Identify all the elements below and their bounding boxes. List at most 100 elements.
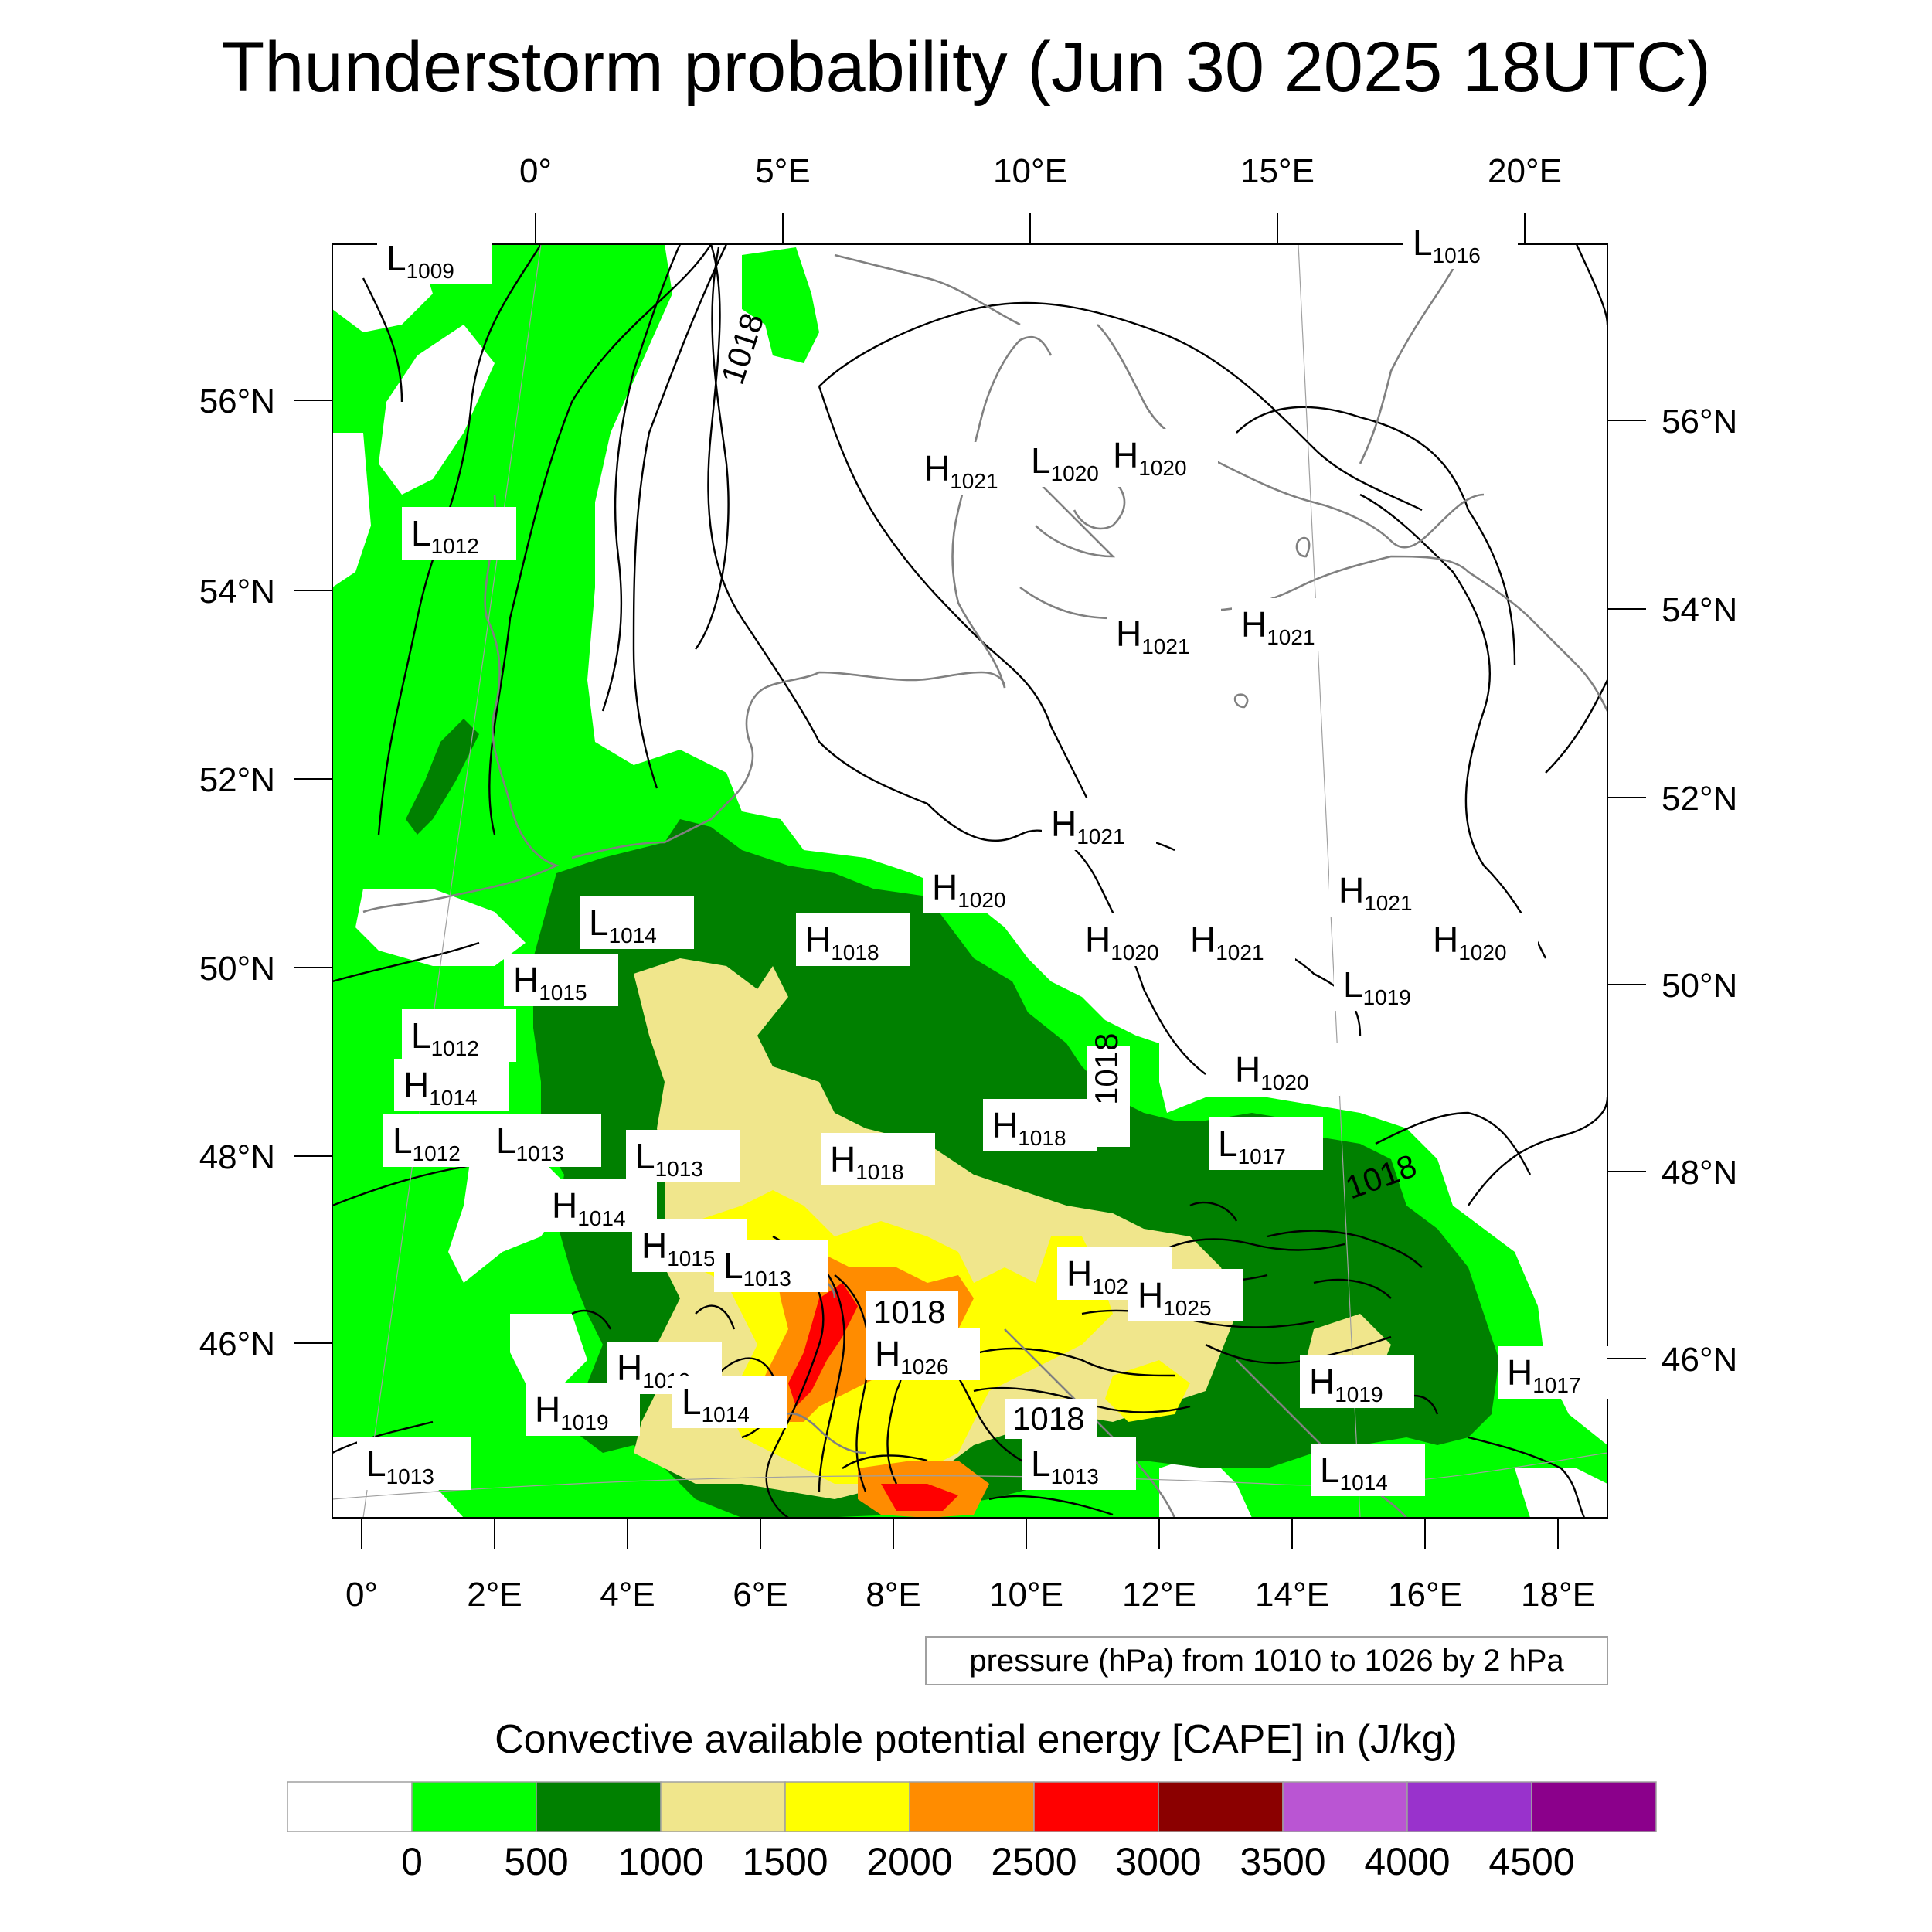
low-pressure-label: L1014 [580, 896, 694, 949]
low-pressure-label: L1012 [402, 1009, 516, 1062]
colorbar: Convective available potential energy [C… [287, 1717, 1657, 1883]
bottom-lon-label: 4°E [600, 1576, 655, 1614]
bottom-lon-label: 2°E [467, 1576, 522, 1614]
high-pressure-label: H1021 [1042, 798, 1156, 850]
left-lat-label: 56°N [199, 383, 275, 420]
high-pressure-label: H1015 [504, 954, 618, 1006]
colorbar-tick-label: 3000 [1115, 1840, 1201, 1883]
top-lon-label: 15°E [1240, 152, 1315, 190]
coast-denmark-islands [1019, 463, 1116, 558]
low-pressure-label: L1013 [487, 1114, 601, 1167]
colorbar-swatch [784, 1781, 910, 1832]
cape-gap-8 [1159, 1453, 1252, 1518]
high-pressure-label: H1017 [1498, 1346, 1612, 1399]
low-pressure-label: L1014 [1311, 1444, 1425, 1496]
high-pressure-label: H1021 [915, 442, 1029, 495]
colorbar-swatch [660, 1781, 786, 1832]
right-lat-label: 50°N [1662, 967, 1737, 1005]
bottom-lon-label: 0° [345, 1576, 378, 1614]
cape-gap-5 [448, 1151, 572, 1283]
high-pressure-label: H1021 [1181, 913, 1295, 966]
low-pressure-label: L1013 [714, 1240, 828, 1292]
high-pressure-label: H1020 [1104, 429, 1218, 481]
bottom-lon-label: 12°E [1122, 1576, 1196, 1614]
bottom-lon-label: 10°E [989, 1576, 1063, 1614]
bottom-lon-label: 6°E [733, 1576, 787, 1614]
colorbar-swatch [909, 1781, 1035, 1832]
right-lat-label: 54°N [1662, 591, 1737, 629]
bottom-lon-label: 8°E [866, 1576, 920, 1614]
coast-britain-east [362, 494, 560, 913]
low-pressure-label: L1012 [402, 507, 516, 560]
top-lon-label: 20°E [1488, 152, 1562, 190]
isobar-info-box: pressure (hPa) from 1010 to 1026 by 2 hP… [925, 1636, 1608, 1685]
cape-area-red [788, 1283, 858, 1406]
colorbar-swatch [1406, 1781, 1532, 1832]
left-lat-label: 52°N [199, 761, 275, 799]
top-axis: 0° 5°E 10°E 15°E 20°E [519, 152, 1562, 244]
cape-gap-6 [510, 1314, 587, 1391]
colorbar-tick-label: 4500 [1488, 1840, 1574, 1883]
left-lat-label: 48°N [199, 1138, 275, 1176]
bottom-lon-label: 14°E [1255, 1576, 1329, 1614]
high-pressure-label: H1014 [394, 1059, 509, 1111]
cape-gap-9 [1515, 1468, 1607, 1518]
high-pressure-label: H1020 [923, 861, 1037, 913]
cape-area-green-northsea [742, 247, 819, 363]
figure-title: Thunderstorm probability (Jun 30 2025 18… [221, 28, 1711, 107]
low-pressure-label: L1014 [672, 1376, 787, 1428]
colorbar-tick-label: 2000 [866, 1840, 952, 1883]
cape-gap-4 [355, 889, 526, 966]
colorbar-tick-label: 0 [401, 1840, 423, 1883]
colorbar-tick-labels: 0 500 1000 1500 2000 2500 3000 3500 4000 4500 [401, 1840, 1575, 1883]
high-pressure-label: H1018 [983, 1099, 1097, 1151]
high-pressure-label: H1019 [526, 1383, 640, 1436]
coast-gulf-riga [1468, 570, 1607, 712]
high-pressure-label: H1021 [1107, 607, 1221, 660]
colorbar-tick-label: 1000 [617, 1840, 703, 1883]
colorbar-swatch [1158, 1781, 1284, 1832]
high-pressure-label: H1014 [543, 1179, 657, 1232]
coast-sweden-east [1359, 244, 1470, 464]
colorbar-swatch [411, 1781, 537, 1832]
top-lon-label: 0° [519, 152, 552, 190]
colorbar-swatches [287, 1781, 1657, 1832]
contour-label: 1018 [1088, 1033, 1124, 1105]
coast-gotland [1295, 536, 1311, 558]
low-pressure-label: L1012 [383, 1114, 498, 1167]
top-lon-label: 10°E [993, 152, 1067, 190]
high-pressure-label: H1021 [1232, 598, 1346, 651]
contour-label: 1018 [1012, 1400, 1084, 1437]
colorbar-title: Convective available potential energy [C… [495, 1717, 1458, 1762]
cape-gap-2 [379, 325, 495, 495]
right-lat-label: 46°N [1662, 1341, 1737, 1379]
bottom-lon-label: 16°E [1388, 1576, 1462, 1614]
high-pressure-label: H1026 [866, 1328, 980, 1380]
high-pressure-label: H1025 [1128, 1269, 1243, 1321]
svg-text:H1020: H1020 [1113, 435, 1187, 480]
right-lat-label: 56°N [1662, 403, 1737, 440]
colorbar-swatch [287, 1781, 413, 1832]
coast-sweden [1097, 324, 1485, 549]
high-pressure-label: H1018 [821, 1133, 935, 1185]
cape-gap-3 [332, 433, 371, 587]
high-pressure-label: H1021 [1329, 864, 1444, 917]
colorbar-tick-label: 1500 [742, 1840, 828, 1883]
coast-netherlands [733, 671, 1006, 797]
bottom-lon-label: 18°E [1521, 1576, 1595, 1614]
low-pressure-label: L1013 [357, 1437, 471, 1490]
svg-text:L1014: L1014 [682, 1382, 750, 1427]
coast-france-north [571, 795, 735, 859]
left-lat-label: 54°N [199, 573, 275, 611]
left-lat-label: 46°N [199, 1325, 275, 1363]
cape-area-darkgreen-uk [406, 719, 479, 835]
high-pressure-label: H1020 [1423, 913, 1538, 966]
svg-text:H1021: H1021 [1190, 920, 1264, 964]
colorbar-swatch [536, 1781, 662, 1832]
colorbar-tick-label: 2500 [991, 1840, 1077, 1883]
colorbar-swatch [1282, 1781, 1408, 1832]
contour-label: 1018 [873, 1294, 945, 1330]
